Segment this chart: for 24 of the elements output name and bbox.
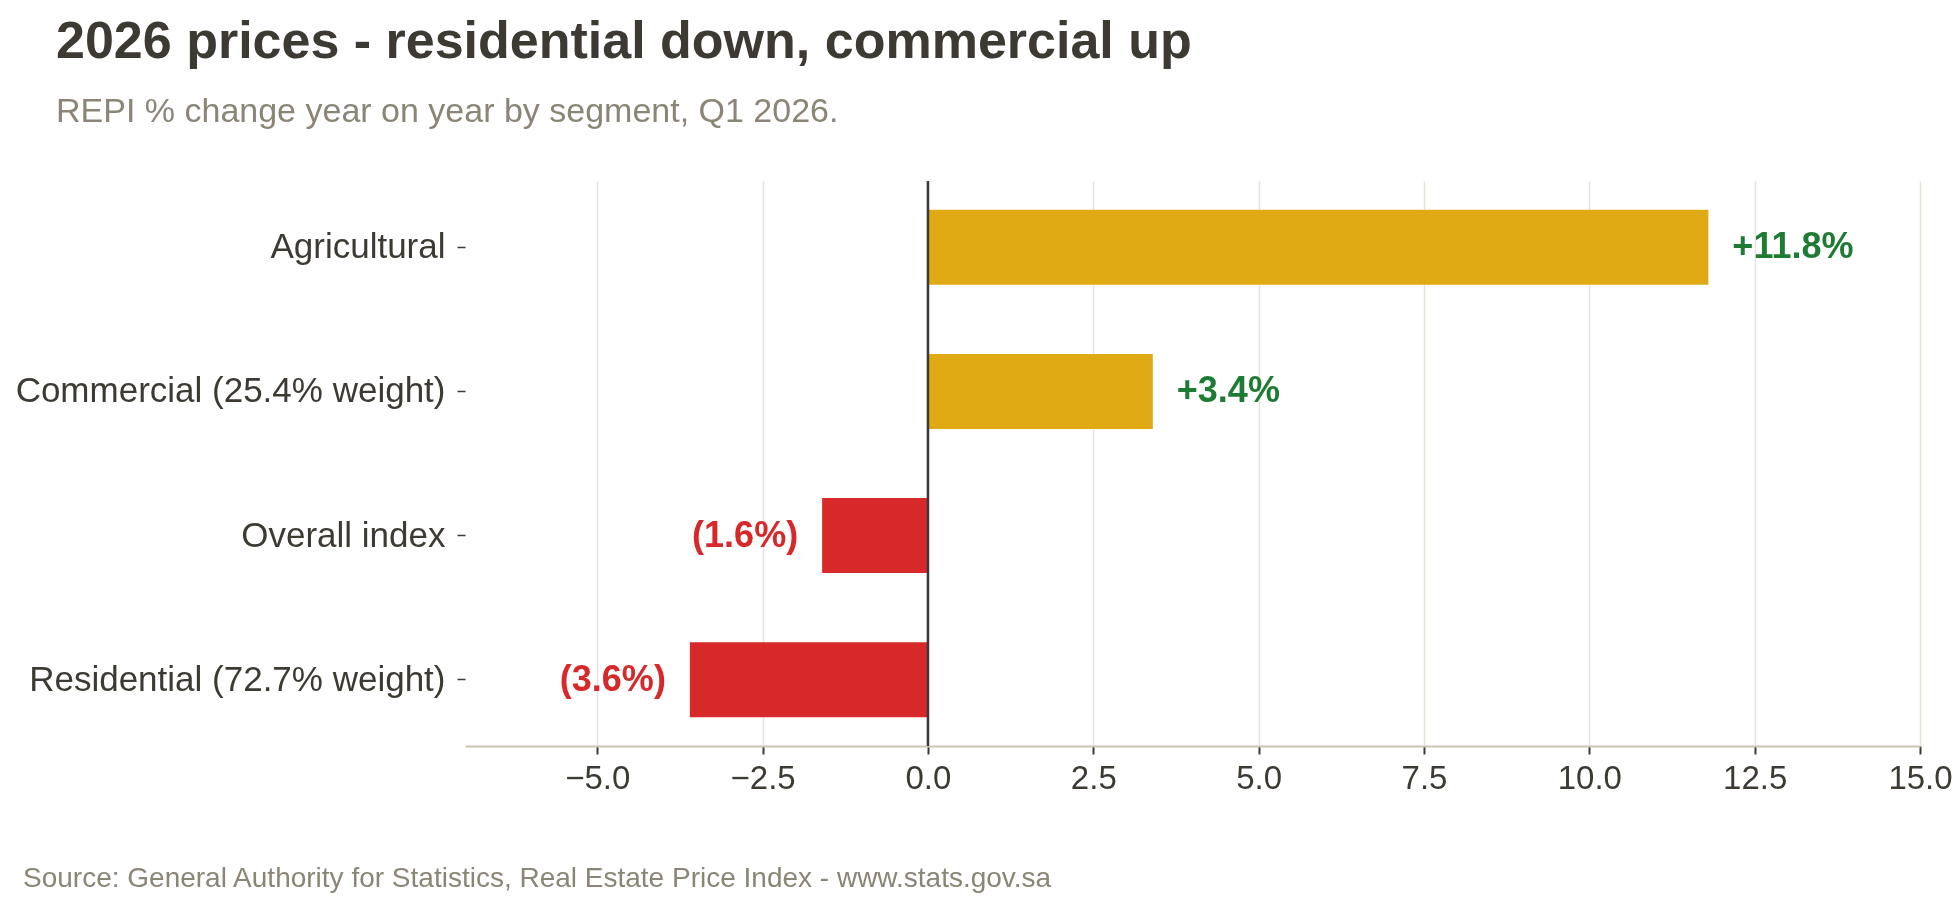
data-label: +11.8%: [1732, 225, 1854, 267]
data-label: (3.6%): [559, 657, 666, 699]
bar: [822, 498, 928, 574]
x-tick-label: −5.0: [565, 758, 631, 796]
x-tick-label: 10.0: [1557, 758, 1622, 796]
x-tick-label: 7.5: [1401, 758, 1448, 796]
x-tick-label: 15.0: [1888, 758, 1953, 796]
x-tick-label: 5.0: [1236, 758, 1283, 796]
source-note: Source: General Authority for Statistics, Real Estate Price Index - www.stats.gov.sa: [23, 862, 1052, 893]
y-tick-label: Residential (72.7% weight): [29, 658, 446, 698]
x-tick-label: −2.5: [730, 758, 796, 796]
data-label: (1.6%): [692, 513, 799, 555]
bar: [927, 209, 1709, 285]
x-tick-label: 2.5: [1070, 758, 1117, 796]
x-tick-label: 0.0: [905, 758, 952, 796]
y-tick-label: Overall index: [241, 514, 446, 554]
y-tick-label: Agricultural: [270, 226, 446, 266]
bar: [927, 353, 1153, 429]
chart-title: 2026 prices - residential down, commercial up: [56, 10, 1192, 69]
x-tick-label: 12.5: [1723, 758, 1788, 796]
bar: [689, 642, 928, 718]
chart-subtitle: REPI % change year on year by segment, Q1 2026.: [56, 90, 839, 129]
y-tick-label: Commercial (25.4% weight): [15, 370, 446, 410]
data-label: +3.4%: [1176, 369, 1280, 411]
